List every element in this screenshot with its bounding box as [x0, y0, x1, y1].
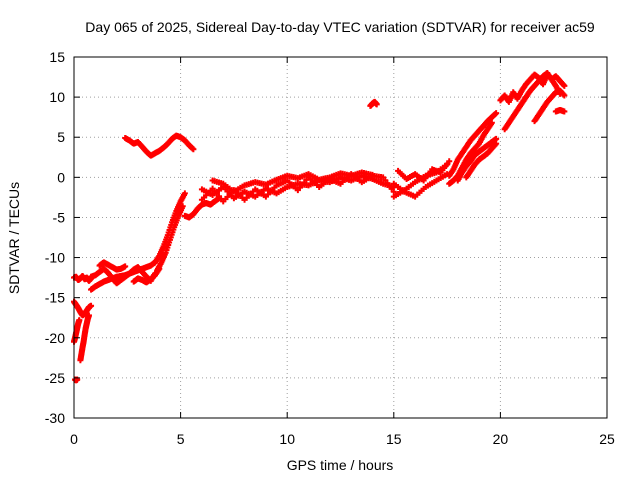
- data-point: [179, 203, 186, 210]
- plot-frame: [73, 56, 608, 419]
- data-point: [88, 302, 95, 309]
- data-point: [190, 146, 197, 153]
- data-point: [493, 140, 500, 147]
- data-point: [493, 110, 500, 117]
- chart-title: Day 065 of 2025, Sidereal Day-to-day VTE…: [85, 19, 595, 35]
- y-tick-label: 0: [57, 169, 65, 185]
- y-tick-label: -20: [45, 330, 65, 346]
- data-point: [561, 92, 568, 99]
- x-tick-label: 5: [177, 431, 185, 447]
- data-point: [561, 82, 568, 89]
- data-point: [85, 312, 92, 319]
- y-tick-label: -10: [45, 250, 65, 266]
- x-tick-label: 0: [70, 431, 78, 447]
- data-point: [181, 190, 188, 197]
- x-tick-label: 15: [386, 431, 402, 447]
- y-tick-label: 10: [49, 89, 65, 105]
- axis-ticks: 0 5 10 15 20 25 -30 -25 -20 -15 -10 -5 0 5 10 15: [45, 49, 615, 447]
- y-axis-label: SDTVAR / TECUs: [6, 182, 22, 294]
- grid-lines: [74, 57, 607, 418]
- data-point: [373, 101, 380, 108]
- x-tick-label: 10: [279, 431, 295, 447]
- y-tick-label: -5: [53, 209, 66, 225]
- y-tick-label: 15: [49, 49, 65, 65]
- data-points: [71, 70, 568, 384]
- x-tick-label: 25: [599, 431, 615, 447]
- x-tick-label: 20: [493, 431, 509, 447]
- data-point: [446, 158, 453, 165]
- x-axis-label: GPS time / hours: [287, 457, 394, 473]
- y-tick-label: -25: [45, 370, 65, 386]
- data-point: [76, 317, 83, 324]
- y-tick-label: -15: [45, 290, 65, 306]
- data-point: [122, 263, 129, 270]
- y-tick-label: -30: [45, 410, 65, 426]
- data-point: [369, 171, 376, 178]
- data-point: [488, 119, 495, 126]
- y-tick-label: 5: [57, 129, 65, 145]
- data-point: [561, 108, 568, 115]
